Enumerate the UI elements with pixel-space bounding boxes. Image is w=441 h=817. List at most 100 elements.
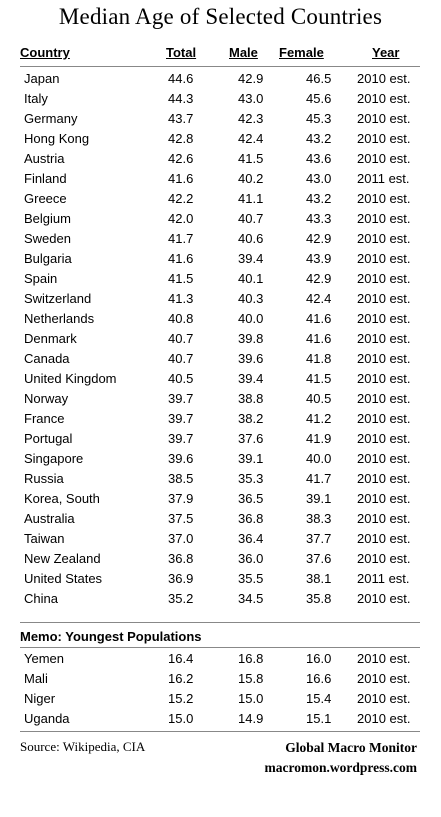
table-header: Country Total Male Female Year bbox=[20, 44, 421, 66]
cell-country: Singapore bbox=[24, 451, 84, 466]
cell-female: 15.1 bbox=[306, 711, 332, 726]
cell-female: 43.2 bbox=[306, 191, 332, 206]
cell-male: 14.9 bbox=[238, 711, 264, 726]
cell-total: 37.9 bbox=[168, 491, 194, 506]
brand-name: Global Macro Monitor bbox=[285, 740, 417, 755]
cell-total: 16.4 bbox=[168, 651, 194, 666]
cell-country: Bulgaria bbox=[24, 251, 72, 266]
cell-male: 35.3 bbox=[238, 471, 264, 486]
cell-country: Taiwan bbox=[24, 531, 65, 546]
cell-country: Australia bbox=[24, 511, 75, 526]
cell-male: 39.4 bbox=[238, 251, 264, 266]
header-male: Male bbox=[229, 45, 258, 60]
cell-year: 2010 est. bbox=[357, 271, 411, 286]
cell-country: Italy bbox=[24, 91, 48, 106]
cell-country: Mali bbox=[24, 671, 48, 686]
header-year: Year bbox=[372, 45, 400, 60]
cell-country: Niger bbox=[24, 691, 56, 706]
cell-total: 41.6 bbox=[168, 171, 194, 186]
cell-year: 2010 est. bbox=[357, 691, 411, 706]
cell-total: 36.8 bbox=[168, 551, 194, 566]
header-country: Country bbox=[20, 45, 70, 60]
cell-year: 2010 est. bbox=[357, 431, 411, 446]
cell-total: 15.2 bbox=[168, 691, 194, 706]
cell-female: 38.3 bbox=[306, 511, 332, 526]
cell-country: Canada bbox=[24, 351, 70, 366]
cell-male: 36.5 bbox=[238, 491, 264, 506]
cell-total: 41.5 bbox=[168, 271, 194, 286]
cell-female: 42.9 bbox=[306, 271, 332, 286]
cell-male: 36.8 bbox=[238, 511, 264, 526]
cell-male: 41.1 bbox=[238, 191, 264, 206]
cell-male: 42.4 bbox=[238, 131, 264, 146]
table-row: Italy 44.3 43.0 45.6 2010 est. bbox=[20, 88, 420, 108]
cell-male: 39.4 bbox=[238, 371, 264, 386]
cell-year: 2011 est. bbox=[357, 171, 410, 186]
cell-year: 2010 est. bbox=[357, 491, 411, 506]
table-row: France 39.7 38.2 41.2 2010 est. bbox=[20, 408, 420, 428]
cell-male: 40.2 bbox=[238, 171, 264, 186]
cell-female: 41.5 bbox=[306, 371, 332, 386]
header-total: Total bbox=[166, 45, 197, 60]
cell-year: 2010 est. bbox=[357, 331, 411, 346]
table-row: Taiwan 37.0 36.4 37.7 2010 est. bbox=[20, 528, 420, 548]
table-row: Greece 42.2 41.1 43.2 2010 est. bbox=[20, 188, 420, 208]
table-row: Portugal 39.7 37.6 41.9 2010 est. bbox=[20, 428, 420, 448]
cell-male: 40.3 bbox=[238, 291, 264, 306]
cell-female: 16.6 bbox=[306, 671, 332, 686]
cell-male: 36.4 bbox=[238, 531, 264, 546]
cell-total: 41.3 bbox=[168, 291, 194, 306]
cell-year: 2010 est. bbox=[357, 371, 411, 386]
cell-year: 2010 est. bbox=[357, 111, 411, 126]
cell-total: 39.7 bbox=[168, 431, 194, 446]
page-title: Median Age of Selected Countries bbox=[58, 4, 383, 29]
cell-male: 38.8 bbox=[238, 391, 264, 406]
cell-year: 2010 est. bbox=[357, 91, 411, 106]
table-row: China 35.2 34.5 35.8 2010 est. bbox=[20, 588, 420, 608]
cell-total: 38.5 bbox=[168, 471, 194, 486]
cell-country: France bbox=[24, 411, 65, 426]
cell-year: 2010 est. bbox=[357, 151, 411, 166]
table-row: Finland 41.6 40.2 43.0 2011 est. bbox=[20, 168, 420, 188]
cell-year: 2010 est. bbox=[357, 391, 411, 406]
cell-country: Belgium bbox=[24, 211, 71, 226]
cell-total: 44.6 bbox=[168, 71, 194, 86]
cell-female: 45.3 bbox=[306, 111, 332, 126]
table-row: Bulgaria 41.6 39.4 43.9 2010 est. bbox=[20, 248, 420, 268]
cell-country: Korea, South bbox=[24, 491, 100, 506]
cell-total: 42.8 bbox=[168, 131, 194, 146]
table-row: Switzerland 41.3 40.3 42.4 2010 est. bbox=[20, 288, 420, 308]
cell-total: 37.5 bbox=[168, 511, 194, 526]
cell-total: 15.0 bbox=[168, 711, 194, 726]
cell-male: 15.0 bbox=[238, 691, 264, 706]
table-row: Belgium 42.0 40.7 43.3 2010 est. bbox=[20, 208, 420, 228]
cell-country: Sweden bbox=[24, 231, 71, 246]
table-row: Hong Kong 42.8 42.4 43.2 2010 est. bbox=[20, 128, 420, 148]
cell-country: Switzerland bbox=[24, 291, 92, 306]
main-table-body: Japan 44.6 42.9 46.5 2010 est. Italy 44.3 43.0 4… bbox=[20, 68, 420, 608]
cell-country: Netherlands bbox=[24, 311, 95, 326]
cell-female: 38.1 bbox=[306, 571, 332, 586]
table-row: Sweden 41.7 40.6 42.9 2010 est. bbox=[20, 228, 420, 248]
cell-total: 36.9 bbox=[168, 571, 194, 586]
cell-female: 42.9 bbox=[306, 231, 332, 246]
header-divider bbox=[20, 66, 420, 67]
cell-female: 46.5 bbox=[306, 71, 332, 86]
cell-year: 2010 est. bbox=[357, 311, 411, 326]
cell-country: Portugal bbox=[24, 431, 73, 446]
cell-year: 2010 est. bbox=[357, 351, 411, 366]
cell-female: 16.0 bbox=[306, 651, 332, 666]
header-female: Female bbox=[279, 45, 324, 60]
cell-male: 39.8 bbox=[238, 331, 264, 346]
cell-year: 2010 est. bbox=[357, 231, 411, 246]
cell-country: Russia bbox=[24, 471, 64, 486]
footer-divider bbox=[20, 731, 420, 732]
brand-block: Global Macro Monitor macromon.wordpress.… bbox=[265, 738, 417, 778]
cell-total: 16.2 bbox=[168, 671, 194, 686]
table-row: Singapore 39.6 39.1 40.0 2010 est. bbox=[20, 448, 420, 468]
cell-total: 37.0 bbox=[168, 531, 194, 546]
cell-country: Japan bbox=[24, 71, 60, 86]
table-row: Denmark 40.7 39.8 41.6 2010 est. bbox=[20, 328, 420, 348]
cell-female: 45.6 bbox=[306, 91, 332, 106]
cell-year: 2010 est. bbox=[357, 651, 411, 666]
